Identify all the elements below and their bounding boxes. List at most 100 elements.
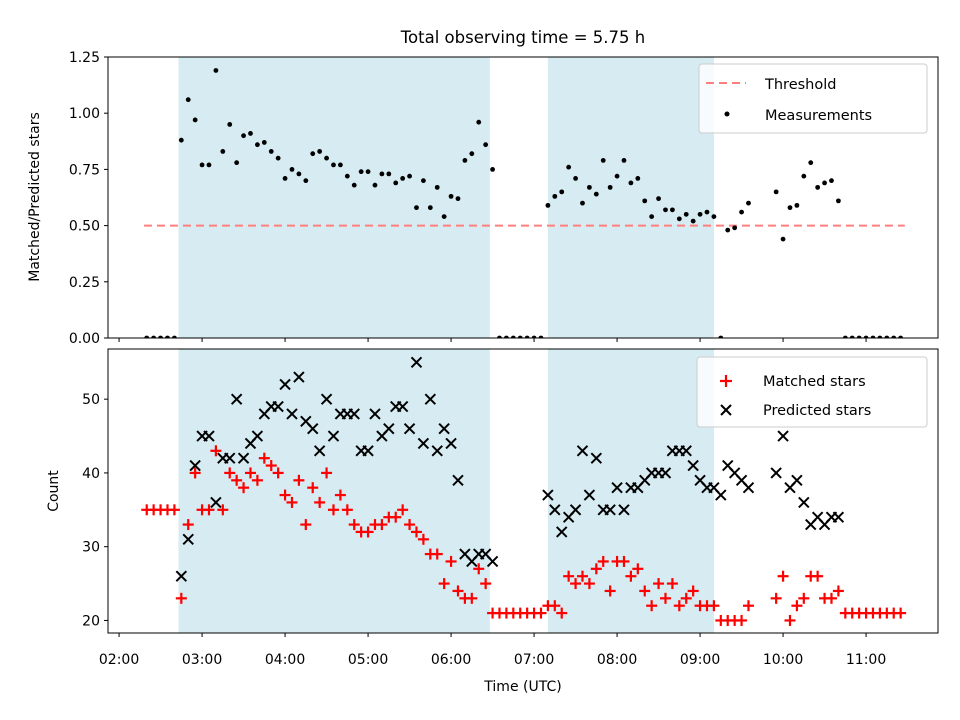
measurement-point — [891, 335, 897, 338]
threshold-legend-label: Threshold — [764, 77, 836, 93]
predicted-marker-stroke — [251, 430, 264, 442]
matched-star-point — [673, 600, 685, 612]
predicted-star-point — [320, 393, 333, 405]
matched-star-point — [307, 482, 319, 494]
measurement-point — [241, 133, 246, 139]
measurement-point — [351, 182, 357, 188]
measurement-point — [144, 335, 150, 338]
matched-star-point — [666, 578, 678, 590]
ratio-legend-box — [698, 63, 928, 134]
predicted-star-point — [542, 489, 554, 501]
measurement-point — [172, 335, 177, 338]
matched-star-point — [708, 600, 720, 612]
measurement-points — [144, 68, 904, 338]
matched-star-point — [632, 563, 644, 575]
matched-star-point — [286, 496, 298, 508]
matched-star-point — [452, 585, 464, 597]
matched-star-point — [466, 592, 478, 604]
measurement-point — [393, 180, 399, 186]
measurement-point — [746, 200, 751, 206]
matched-star-point — [175, 592, 187, 604]
matched-star-point — [825, 592, 837, 604]
predicted-marker-stroke — [791, 474, 803, 487]
predicted-star-point — [777, 430, 789, 442]
predicted-star-point — [203, 430, 215, 442]
y-tick-label: 0.50 — [69, 219, 100, 235]
predicted-star-point — [327, 430, 340, 442]
measurement-point — [642, 198, 648, 204]
observing-windows — [178, 57, 714, 338]
time-x-ticks: 02:00 03:00 04:00 05:00 06:00 07:00 08:00 09:00… — [99, 633, 886, 668]
matched-star-point — [791, 600, 803, 612]
measurement-point — [338, 162, 343, 168]
matched-star-point — [549, 600, 561, 612]
measurement-point — [261, 140, 267, 145]
predicted-marker-stroke — [735, 474, 748, 487]
predicted-star-point — [417, 437, 430, 450]
matched-star-point — [251, 474, 263, 486]
x-tick-label: 02:00 — [99, 652, 139, 668]
matched-star-point — [653, 578, 665, 590]
measurement-point — [808, 160, 814, 166]
predicted-star-point — [680, 445, 692, 457]
measurement-point — [490, 167, 495, 172]
matched-star-point — [189, 467, 201, 479]
predicted-marker-stroke — [313, 445, 326, 457]
y-tick-label: 50 — [82, 392, 100, 408]
predicted-marker-stroke — [293, 371, 305, 383]
matched-star-point — [480, 578, 492, 590]
predicted-star-point — [403, 422, 416, 435]
measurement-point — [863, 335, 869, 338]
x-tick-label: 04:00 — [265, 652, 305, 668]
predicted-marker-stroke — [279, 378, 291, 391]
predicted-marker-stroke — [811, 511, 824, 523]
observing-window-band — [547, 57, 714, 338]
predicted-marker-stroke — [224, 452, 236, 464]
chart-title: Total observing time = 5.75 h — [400, 28, 645, 47]
predicted-star-point — [237, 452, 250, 464]
predicted-marker-stroke — [569, 504, 582, 516]
predicted-star-point — [286, 408, 298, 420]
measurement-point — [573, 175, 578, 181]
x-tick-label: 10:00 — [763, 652, 803, 668]
measurement-point — [676, 216, 682, 222]
matched-star-point — [348, 519, 360, 531]
matched-star-point — [576, 570, 588, 582]
predicted-marker-stroke — [770, 467, 782, 479]
measurement-point — [379, 171, 385, 177]
measurement-point — [670, 207, 675, 213]
predicted-star-markers — [175, 356, 845, 582]
measurement-point — [178, 137, 184, 143]
x-tick-label: 07:00 — [514, 652, 554, 668]
predicted-marker-stroke — [583, 489, 596, 501]
measurement-point — [427, 205, 433, 211]
predicted-marker-stroke — [576, 445, 589, 457]
measurement-point — [690, 218, 696, 224]
predicted-marker-stroke — [424, 393, 437, 405]
matched-star-point — [334, 489, 346, 501]
predicted-star-point — [307, 422, 319, 435]
matched-star-point — [272, 467, 284, 479]
matched-star-point — [583, 578, 595, 590]
matched-star-point — [832, 585, 844, 597]
predicted-star-point — [279, 378, 291, 391]
matched-star-point — [224, 467, 236, 479]
predicted-marker-stroke — [182, 533, 194, 546]
measurement-point — [220, 149, 226, 154]
predicted-marker-stroke — [611, 481, 623, 494]
measurement-point — [822, 180, 827, 186]
measurement-point — [531, 335, 537, 338]
predicted-marker-stroke — [320, 393, 333, 405]
predicted-marker-stroke — [307, 422, 319, 435]
predicted-marker-stroke — [175, 570, 188, 582]
predicted-star-point — [224, 452, 236, 464]
measurement-point — [607, 184, 613, 190]
matched-star-point — [570, 578, 582, 590]
predicted-star-point — [569, 504, 582, 516]
matched-star-point — [597, 555, 609, 567]
measurement-point — [697, 211, 703, 217]
matched-star-point — [659, 592, 671, 604]
predicted-marker-stroke — [431, 445, 443, 457]
matched-star-point — [300, 519, 312, 531]
predicted-marker-stroke — [486, 555, 499, 568]
